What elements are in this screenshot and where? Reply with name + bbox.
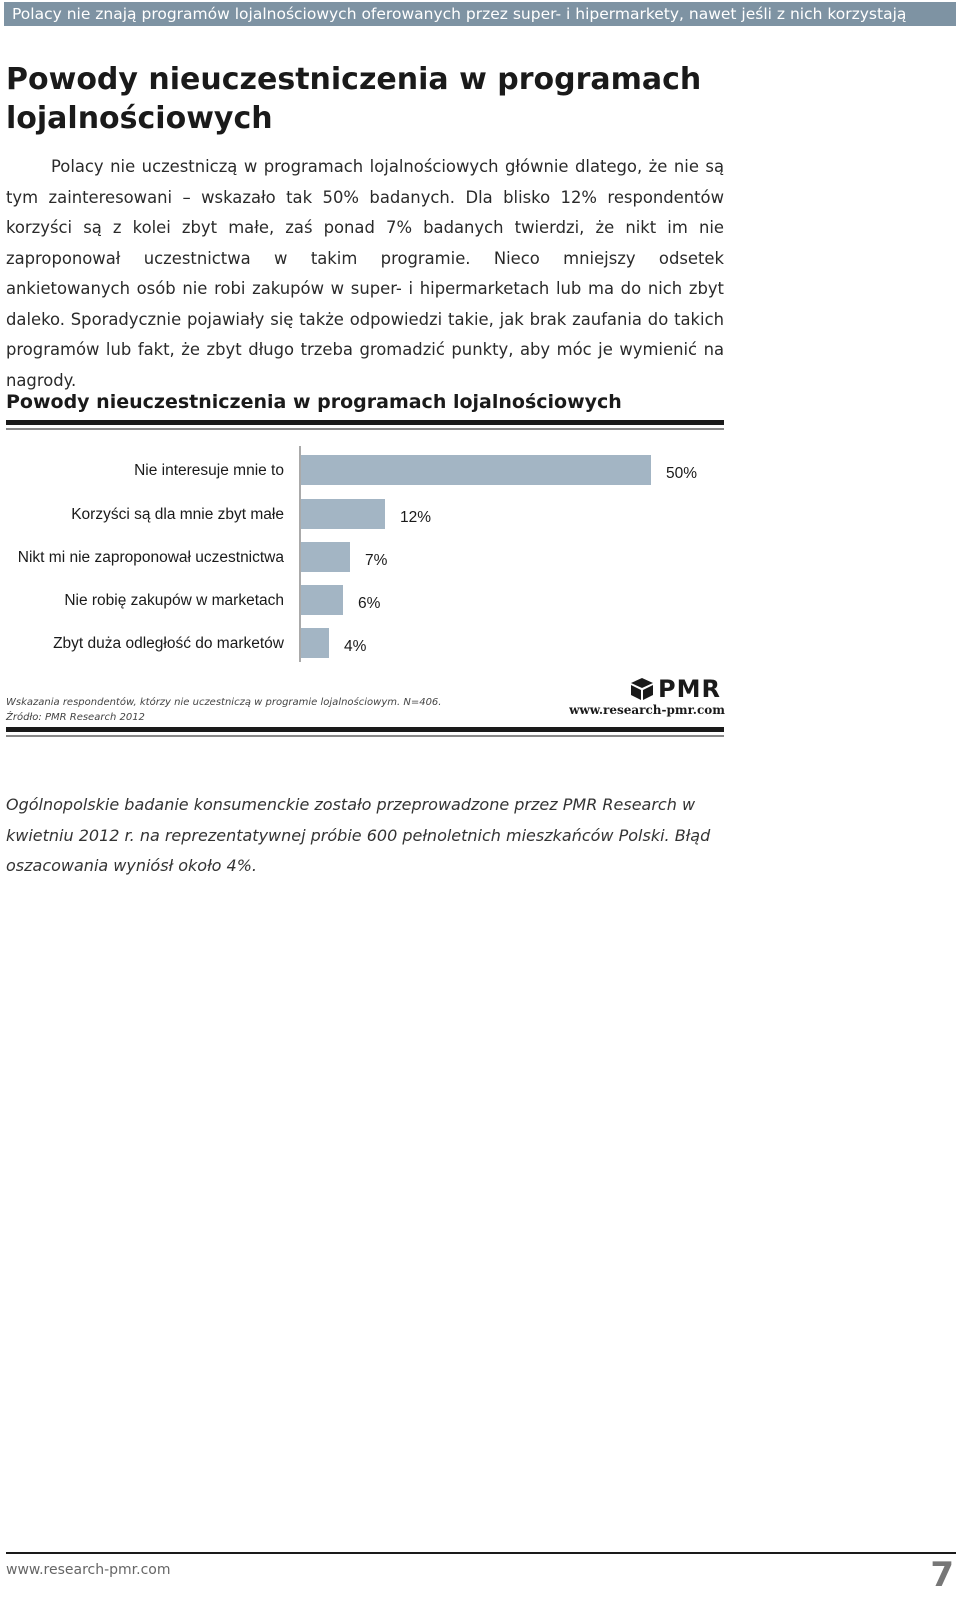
category-label: Nikt mi nie zaproponował uczestnictwa: [18, 549, 285, 566]
value-label: 6%: [358, 595, 381, 612]
methodology-footnote: Ogólnopolskie badanie konsumenckie zosta…: [6, 795, 711, 875]
category-label: Nie interesuje mnie to: [134, 462, 284, 479]
bar: [301, 542, 350, 572]
footer-rule: [6, 1552, 956, 1554]
bar: [301, 585, 343, 615]
value-label: 12%: [400, 509, 431, 526]
bar-chart: Nie interesuje mnie to 50% Korzyści są dla…: [18, 446, 697, 662]
chart-bottom-rule-thin: [6, 735, 724, 737]
bar: [301, 499, 385, 529]
chart-title-rule-thin: [6, 428, 724, 430]
value-label: 7%: [365, 552, 388, 569]
value-label: 4%: [344, 638, 367, 655]
body-paragraph: Polacy nie uczestniczą w programach loja…: [6, 157, 724, 390]
chart-bottom-rule: [6, 727, 724, 732]
chart-title-rule: [6, 420, 724, 425]
value-label: 50%: [666, 465, 697, 482]
category-label: Zbyt duża odległość do marketów: [53, 635, 285, 652]
chart-note: Wskazania respondentów, którzy nie uczes…: [6, 697, 442, 708]
chart-source: Źródło: PMR Research 2012: [6, 712, 145, 723]
chart-title: Powody nieuczestniczenia w programach lo…: [6, 391, 622, 413]
bar: [301, 628, 329, 658]
top-banner: Polacy nie znają programów lojalnościowy…: [4, 2, 956, 26]
pmr-url: www.research-pmr.com: [569, 703, 725, 717]
pmr-cube-icon: [631, 678, 653, 700]
pmr-brand: PMR: [658, 675, 721, 703]
page-number: 7: [930, 1555, 954, 1595]
category-label: Nie robię zakupów w marketach: [64, 592, 284, 609]
chart-notes: Wskazania respondentów, którzy nie uczes…: [6, 695, 441, 725]
banner-text: Polacy nie znają programów lojalnościowy…: [12, 5, 907, 23]
pmr-logo: PMR www.research-pmr.com: [569, 675, 725, 717]
page-title: Powody nieuczestniczenia w programach lo…: [6, 62, 702, 136]
bar: [301, 455, 651, 485]
footer-url: www.research-pmr.com: [6, 1562, 171, 1578]
category-label: Korzyści są dla mnie zbyt małe: [71, 506, 284, 523]
